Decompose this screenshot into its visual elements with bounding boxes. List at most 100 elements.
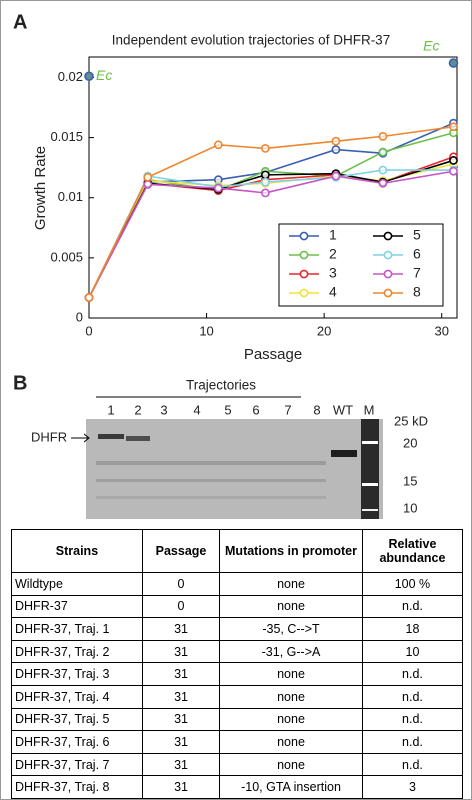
table-cell: none [219,707,363,732]
table-cell: DHFR-37 [11,594,143,619]
legend-marker [299,288,309,298]
gel-group-label: Trajectories [186,378,256,393]
table-row: DHFR-37, Traj. 5 31 none n.d. [11,707,464,732]
annotation: Ec [423,38,439,54]
lane-label: 7 [284,402,291,417]
band-arrow [71,433,90,443]
table-row: DHFR-37, Traj. 4 31 none n.d. [11,684,464,709]
table-cell: 0 [141,594,221,619]
table-cell: 3 [361,775,464,799]
table-cell: 18 [361,617,464,641]
legend-label: 1 [329,227,337,243]
size-label: 10 [403,500,417,515]
header-cell: Relative abundance [361,529,464,573]
table-cell: n.d. [361,730,464,754]
table-cell: DHFR-37, Traj. 7 [11,752,143,777]
data-point [260,170,270,180]
table-row: DHFR-37, Traj. 3 31 none n.d. [11,662,464,686]
data-point [378,131,388,141]
legend-label: 6 [413,246,421,262]
lane-label: 4 [193,402,200,417]
table-cell: 31 [141,639,221,664]
header-cell: Strains [11,529,143,573]
table: Strains Passage Mutations in promoter Relat… [11,529,464,799]
legend-label: 2 [329,246,337,262]
data-point [260,177,270,187]
table-cell: n.d. [361,684,464,709]
table-cell: n.d. [361,707,464,732]
data-point [378,165,388,175]
lane-label: 5 [224,402,231,417]
size-label: 25 kD [394,413,428,428]
lane-label: 1 [107,402,114,417]
size-label: 20 [403,435,417,450]
table-cell: none [219,572,363,596]
table-cell: none [219,594,363,619]
lane-label: 2 [134,402,141,417]
x-axis-label: Passage [244,346,302,363]
legend-label: 4 [329,284,337,300]
data-point [331,171,341,181]
table-cell: -31, G-->A [219,639,363,664]
data-point [331,136,341,146]
lane-label: 3 [160,402,167,417]
table-cell: DHFR-37, Traj. 1 [11,617,143,641]
y-tick-label: 0.02 [58,69,83,84]
legend-marker [299,269,309,279]
table-row: DHFR-37, Traj. 1 31 -35, C-->T 18 [11,617,464,641]
y-axis-label: Growth Rate [32,146,49,230]
table-row: DHFR-37, Traj. 8 31 -10, GTA insertion 3 [11,775,464,799]
reference-point [448,58,459,68]
legend-label: 3 [329,265,337,281]
legend-label: 5 [413,227,421,243]
table-row: DHFR-37, Traj. 2 31 -31, G-->A 10 [11,639,464,664]
reference-point [84,71,94,82]
data-point [378,147,388,157]
data-point [449,166,458,176]
panel-label: A [13,11,27,33]
lane-label: 6 [252,402,259,417]
header-cell: Mutations in promoter [219,529,363,573]
legend-marker [383,250,393,260]
header-cell: Passage [141,529,221,573]
table-cell: 31 [141,617,221,641]
annotation: Ec [96,67,112,83]
table-cell: 31 [141,752,221,777]
data-point [213,183,223,193]
legend-marker [299,231,309,241]
table-cell: 31 [141,662,221,686]
table-cell: DHFR-37, Traj. 5 [11,707,143,732]
table-row: Wildtype 0 none 100 % [11,572,464,596]
data-point [143,180,153,189]
table-cell: 31 [141,775,221,799]
table-cell: none [219,662,363,686]
data-point [449,156,458,165]
legend-marker [383,288,393,298]
table-cell: n.d. [361,752,464,777]
legend-marker [383,269,393,279]
lane-label: 8 [313,402,320,417]
table-cell: none [219,730,363,754]
chart-title: Independent evolution trajectories of DH… [112,33,390,48]
table-cell: none [219,752,363,777]
table-cell: -35, C-->T [219,617,363,641]
band-label: DHFR [31,429,67,444]
table-cell: n.d. [361,594,464,619]
y-tick-label: 0 [76,309,83,324]
data-point [213,140,223,150]
x-tick-label: 30 [434,323,448,338]
table-cell: -10, GTA insertion [219,775,363,799]
table-cell: DHFR-37, Traj. 3 [11,662,143,686]
table-cell: 31 [141,730,221,754]
table-row: DHFR-37, Traj. 7 31 none n.d. [11,752,464,777]
table-row: DHFR-37, Traj. 6 31 none n.d. [11,730,464,754]
table-cell: Wildtype [11,572,143,596]
table-cell: 10 [361,639,464,664]
legend-marker [383,231,393,241]
data-point [449,122,458,132]
table-cell: DHFR-37, Traj. 2 [11,639,143,664]
table-cell: DHFR-37, Traj. 4 [11,684,143,709]
legend-marker [299,250,309,260]
panel-label: B [13,372,27,394]
